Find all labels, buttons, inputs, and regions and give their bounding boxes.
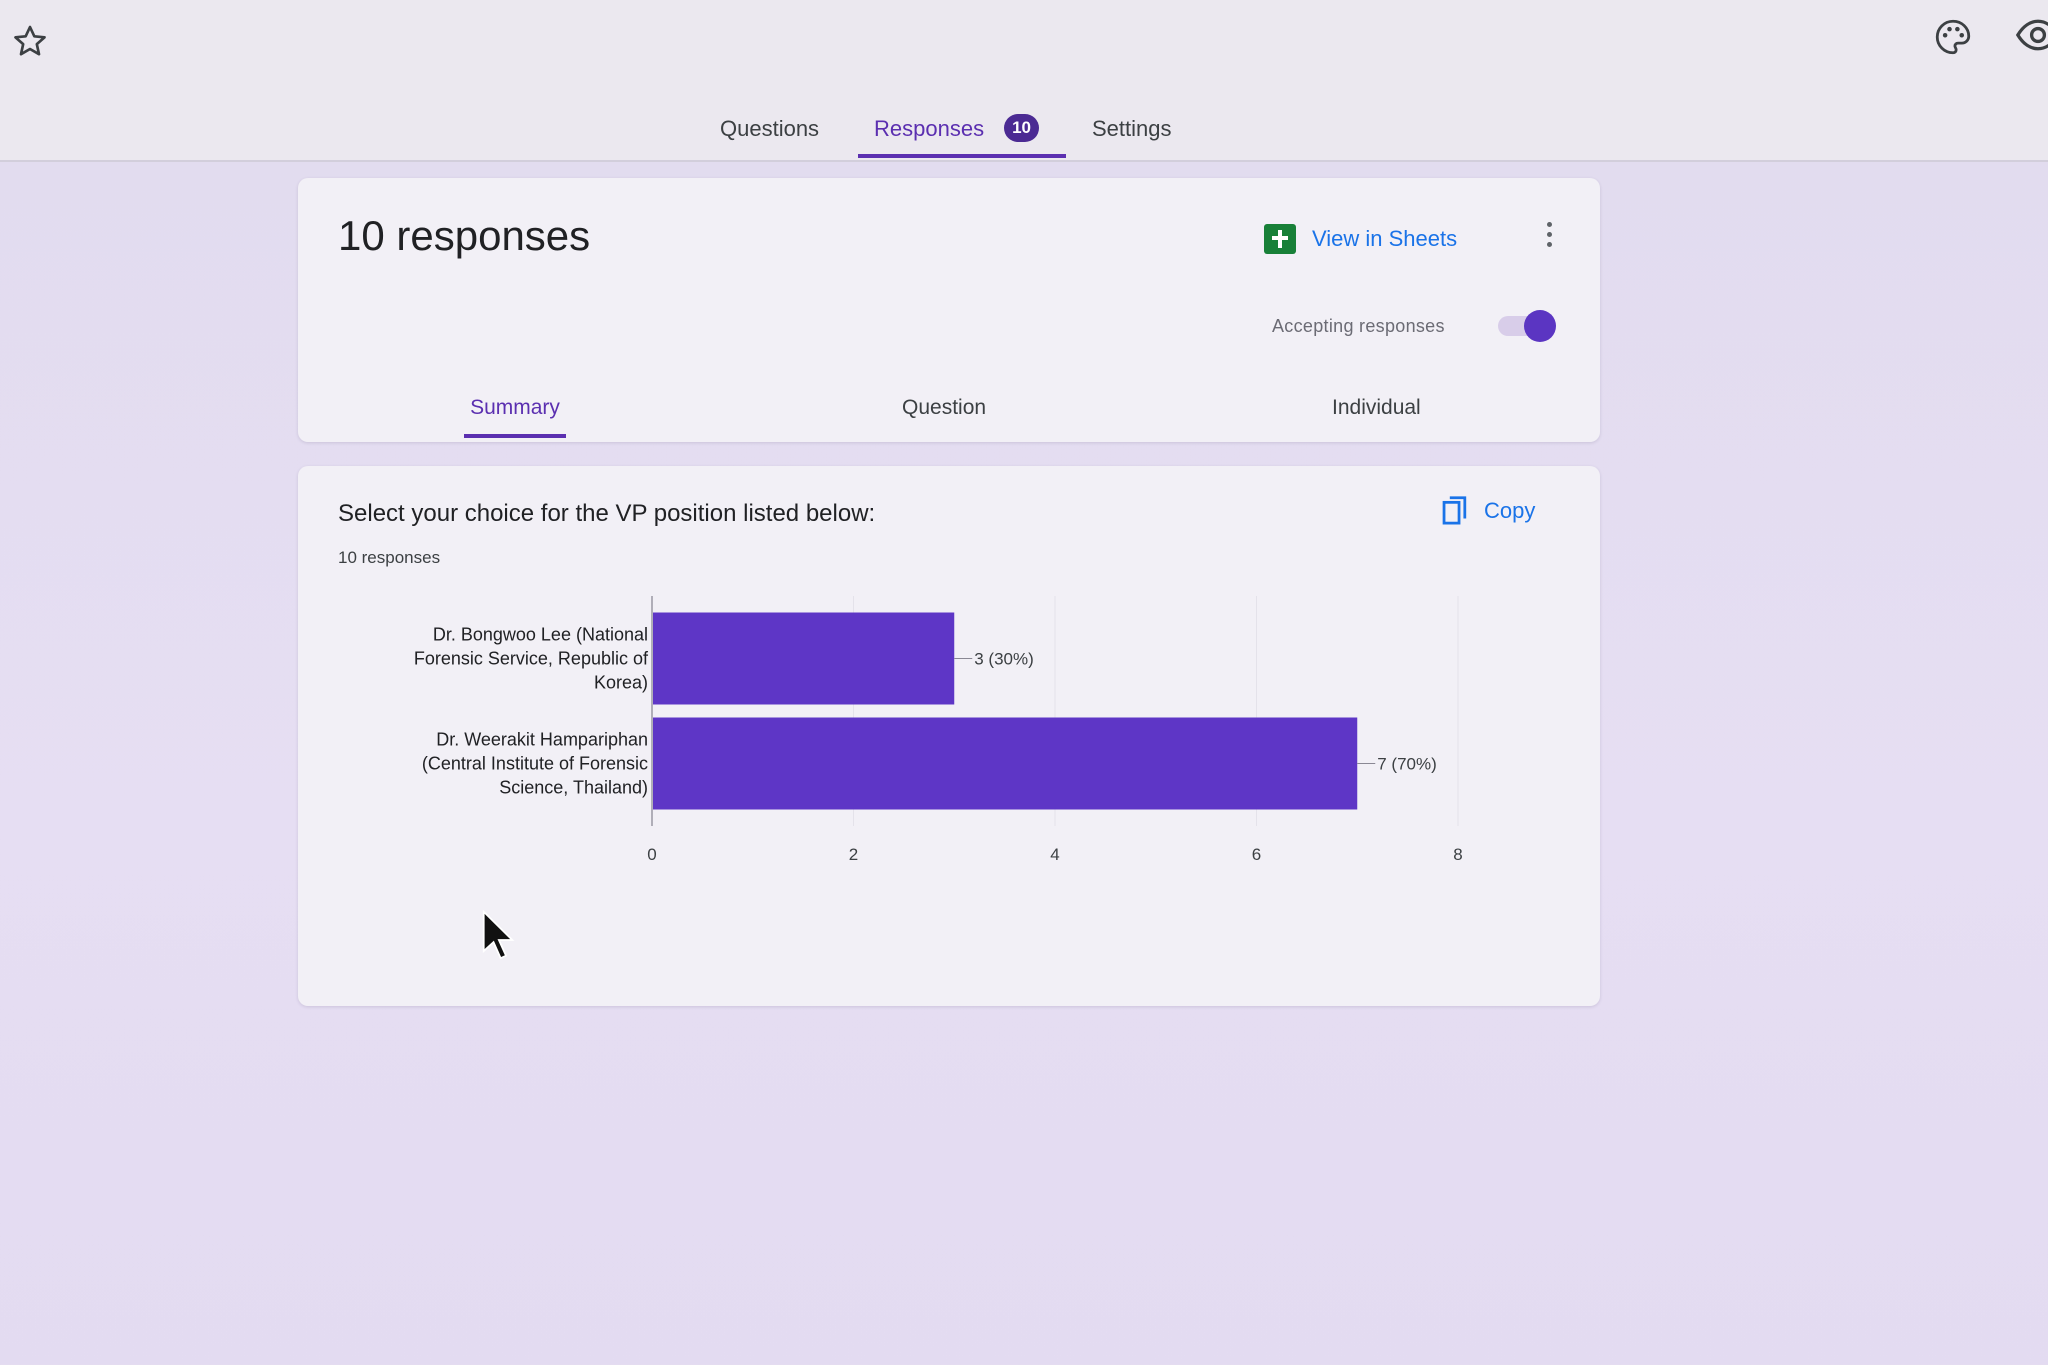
x-tick-label: 6: [1252, 845, 1261, 864]
category-label: Forensic Service, Republic of: [414, 649, 649, 669]
responses-count-badge: 10: [1004, 114, 1039, 142]
copy-icon: [1442, 496, 1467, 525]
tab-settings-label: Settings: [1092, 116, 1172, 141]
tab-questions-label: Questions: [720, 116, 820, 141]
x-tick-label: 8: [1453, 845, 1462, 864]
tab-questions[interactable]: Questions: [720, 116, 819, 160]
view-in-sheets-label: View in Sheets: [1312, 226, 1458, 251]
category-label: (Central Institute of Forensic: [422, 754, 648, 774]
x-tick-label: 4: [1050, 845, 1059, 864]
question-title: Select your choice for the VP position l…: [338, 500, 876, 527]
top-bar: Questions Responses 10 Settings: [0, 0, 2048, 162]
subtab-summary[interactable]: Summary: [464, 396, 566, 438]
category-label: Science, Thailand): [499, 778, 648, 798]
tab-responses-label: Responses: [874, 116, 985, 141]
x-tick-label: 0: [647, 845, 656, 864]
sheets-icon: [1264, 224, 1296, 254]
copy-chart-button[interactable]: Copy: [1442, 496, 1535, 526]
subtab-individual[interactable]: Individual: [1332, 396, 1421, 419]
mouse-cursor-icon: [482, 910, 515, 960]
accepting-responses-label: Accepting responses: [1272, 316, 1445, 336]
responses-count-title: 10 responses: [338, 212, 591, 259]
more-options-icon[interactable]: [1544, 222, 1554, 254]
category-label: Korea): [594, 673, 648, 693]
tab-responses[interactable]: Responses 10: [858, 114, 1066, 158]
bar: [653, 612, 955, 705]
form-tabs: Questions Responses 10 Settings: [0, 114, 2048, 160]
bar: [653, 717, 1358, 810]
palette-icon[interactable]: [1932, 16, 1974, 58]
view-in-sheets-button[interactable]: View in Sheets: [1264, 224, 1457, 254]
question-summary-card: Select your choice for the VP position l…: [298, 466, 1600, 1006]
category-label: Dr. Weerakit Hampariphan: [436, 730, 648, 750]
copy-label: Copy: [1484, 498, 1536, 523]
subtab-question[interactable]: Question: [902, 396, 987, 419]
question-response-count: 10 responses: [338, 548, 441, 567]
responses-summary-card: 10 responses View in Sheets Accepting re…: [298, 178, 1600, 442]
star-icon[interactable]: [10, 22, 50, 62]
x-tick-label: 2: [849, 845, 858, 864]
accepting-responses-toggle[interactable]: [1498, 310, 1560, 342]
tab-settings[interactable]: Settings: [1092, 116, 1172, 160]
category-label: Dr. Bongwoo Lee (National: [433, 625, 648, 645]
toggle-knob: [1524, 310, 1556, 342]
eye-icon[interactable]: [2016, 16, 2048, 54]
data-label: 7 (70%): [1377, 755, 1437, 774]
data-label: 3 (30%): [974, 650, 1034, 669]
response-bar-chart: 0 2 4 6 8 3 (30%) Dr. Bongwoo Lee (National For…: [414, 596, 1463, 864]
